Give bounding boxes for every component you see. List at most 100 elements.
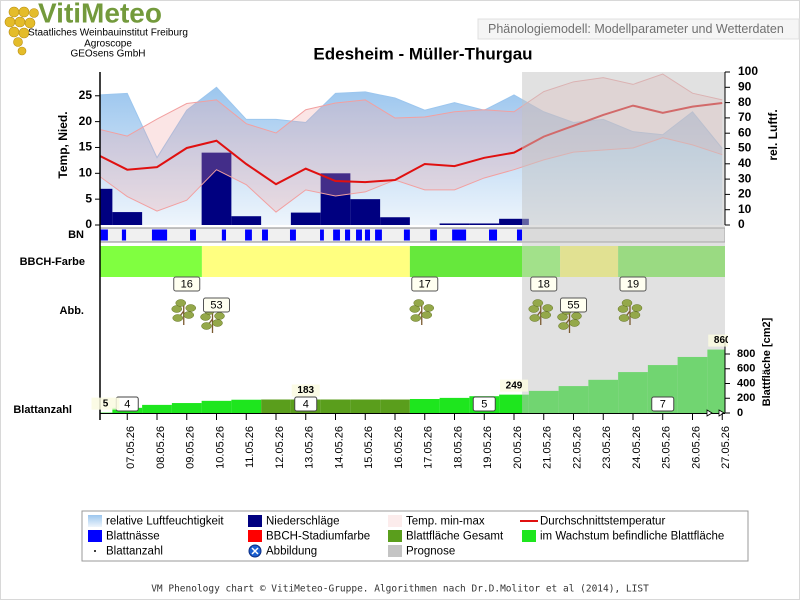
row-label: BBCH-Farbe [20, 256, 85, 268]
leaf-count-box [651, 396, 675, 412]
x-tick-label: 09.05.26 [185, 426, 197, 469]
x-tick-label: 12.05.26 [274, 426, 286, 469]
y2-tick-label: 90 [738, 79, 752, 93]
precip-bar [350, 199, 381, 225]
bbch-segment [201, 246, 410, 277]
leaf-wetness [364, 229, 371, 241]
footer: VM Phenology chart © VitiMeteo-Gruppe. A… [151, 584, 649, 595]
precip-bar [439, 223, 470, 225]
x-tick-label: 11.05.26 [244, 426, 256, 468]
leaf-wetness [356, 229, 362, 241]
x-tick-label: 15.05.26 [363, 426, 375, 469]
value-label-bg [91, 397, 120, 410]
leaf-wetness [121, 229, 127, 241]
vine-icon [423, 304, 434, 312]
logo: VitiMeteo [38, 0, 162, 28]
legend-swatch [94, 550, 96, 552]
x-tick-label: 07.05.26 [125, 426, 137, 469]
precip-bar [231, 216, 262, 225]
vine-icon [200, 313, 211, 321]
vine-icon [629, 311, 641, 319]
vine-icon [557, 313, 568, 321]
value-label: 183 [291, 384, 320, 397]
stage-label: 17 [419, 278, 431, 290]
y-axis-title: Temp, Nied. [56, 111, 70, 178]
legend-swatch [88, 530, 102, 542]
value-label-bg [708, 334, 728, 347]
y2-axis-title: rel. Luftf. [766, 109, 780, 160]
x-tick-label: 13.05.26 [304, 426, 316, 469]
y-tick-label: 5 [85, 191, 92, 205]
y-tick-label: 0 [85, 217, 92, 231]
row-label: Blattanzahl [13, 404, 72, 416]
y2-tick-label: 80 [738, 95, 752, 109]
legend-label: Temp. min-max [406, 516, 485, 528]
leaf-area-bar [261, 399, 291, 413]
legend-swatch [248, 530, 262, 542]
chart-title: Edesheim - Müller-Thurgau [313, 44, 532, 63]
x-tick-label: 27.05.26 [720, 426, 732, 469]
value-label: 5 [103, 398, 109, 409]
legend-swatch [522, 530, 536, 542]
precip-bar [112, 212, 143, 225]
bbch-segment [409, 246, 523, 277]
leaf-area-bar [439, 397, 470, 413]
leaf-count-label: 5 [481, 398, 487, 410]
leaf-count-label: 4 [303, 398, 309, 410]
vine-icon [621, 299, 633, 307]
axis-arrow [706, 409, 725, 417]
y2-tick-label: 60 [738, 125, 752, 139]
x-tick-label: 18.05.26 [452, 426, 464, 469]
stage-label: 55 [567, 299, 579, 311]
forecast-overlay [522, 72, 725, 413]
leaf-wetness [262, 229, 268, 241]
leaf-wetness [489, 229, 498, 241]
leaf-area-bar [142, 404, 172, 413]
logo-grapes [4, 6, 39, 56]
x-tick-label: 21.05.26 [542, 426, 554, 469]
x-tick-label: 26.05.26 [690, 426, 702, 469]
legend-label: Durchschnittstemperatur [540, 516, 665, 528]
value-label: 183 [297, 385, 314, 396]
x-tick-label: 16.05.26 [393, 426, 405, 469]
vine-icon [171, 305, 182, 313]
row-label: Abb. [60, 305, 84, 317]
y-tick-label: 10 [79, 165, 93, 179]
leaf-wetness [452, 229, 467, 241]
caption-box [477, 18, 800, 40]
y2-tick-label: 20 [738, 187, 752, 201]
stage-box [173, 276, 201, 292]
vine-icon [410, 314, 421, 322]
bbch-segment [100, 246, 202, 277]
precip-bar [499, 218, 529, 225]
leaf-wetness [151, 229, 168, 241]
y2-tick-label: 100 [738, 64, 758, 78]
legend-label: im Wachstum befindliche Blattfläche [540, 531, 724, 543]
vine-icon [409, 305, 420, 313]
stage-box [619, 276, 647, 292]
leaf-wetness [190, 229, 196, 241]
leaf-area-bar [350, 399, 381, 413]
y2-tick-label: 800 [737, 348, 755, 360]
y-tick-label: 15 [79, 140, 93, 154]
stage-box [203, 297, 230, 313]
vine-icon [183, 311, 194, 319]
precip-bar [469, 223, 500, 225]
institution: Agroscope [84, 39, 132, 50]
leaf-wetness [516, 229, 523, 241]
stage-box [530, 276, 558, 292]
leaf-wetness [221, 229, 227, 241]
leaf-wetness [403, 229, 410, 241]
vine-icon [618, 314, 630, 322]
value-label: 249 [500, 379, 528, 392]
leaf-wetness [345, 229, 351, 241]
value-label: 860 [708, 334, 728, 347]
leaf-area-bar [171, 403, 202, 413]
legend-label: Prognose [406, 546, 455, 558]
caption: Phänologiemodell: Modellparameter und We… [488, 22, 784, 36]
vine-icon [214, 312, 225, 320]
vine-icon [558, 322, 569, 330]
precip-bar [100, 188, 113, 225]
precip-bar [290, 212, 321, 225]
